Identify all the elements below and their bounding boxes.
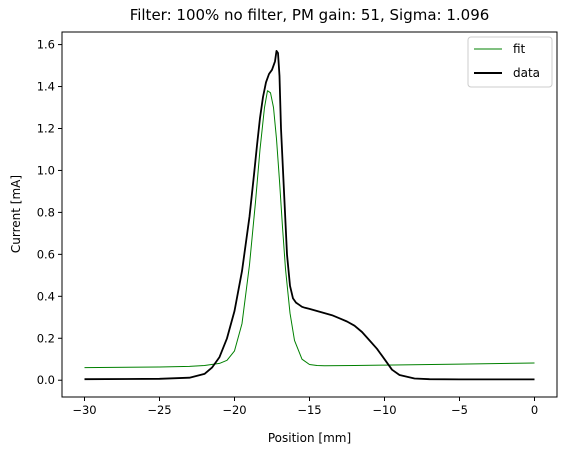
y-tick-label: 0.2 — [37, 331, 55, 345]
legend: fit data — [467, 36, 553, 88]
y-tick-label: 1.2 — [37, 121, 55, 135]
x-tick-label: −10 — [372, 403, 396, 417]
x-tick-label: −25 — [147, 403, 171, 417]
x-axis-label: Position [mm] — [268, 431, 351, 445]
y-tick-label: 1.0 — [37, 163, 55, 177]
y-axis-label: Current [mA] — [9, 175, 23, 253]
x-tick-label: −30 — [72, 403, 96, 417]
series-fit-line — [84, 90, 535, 369]
y-tick-label: 0.0 — [37, 373, 55, 387]
y-tick-label: 0.4 — [37, 289, 55, 303]
y-tick-label: 0.6 — [37, 247, 55, 261]
x-tick-label: −20 — [222, 403, 246, 417]
series-data-line — [84, 50, 535, 381]
plot-area — [62, 32, 557, 397]
legend-fit-label: fit — [513, 42, 526, 56]
chart-title: Filter: 100% no filter, PM gain: 51, Sig… — [130, 6, 490, 24]
x-tick-label: 0 — [531, 403, 538, 417]
y-tick-label: 0.8 — [37, 205, 55, 219]
y-tick-label: 1.6 — [37, 38, 55, 52]
x-tick-label: −5 — [451, 403, 468, 417]
y-tick-label: 1.4 — [37, 80, 55, 94]
x-tick-label: −15 — [297, 403, 321, 417]
legend-data-label: data — [513, 66, 540, 80]
